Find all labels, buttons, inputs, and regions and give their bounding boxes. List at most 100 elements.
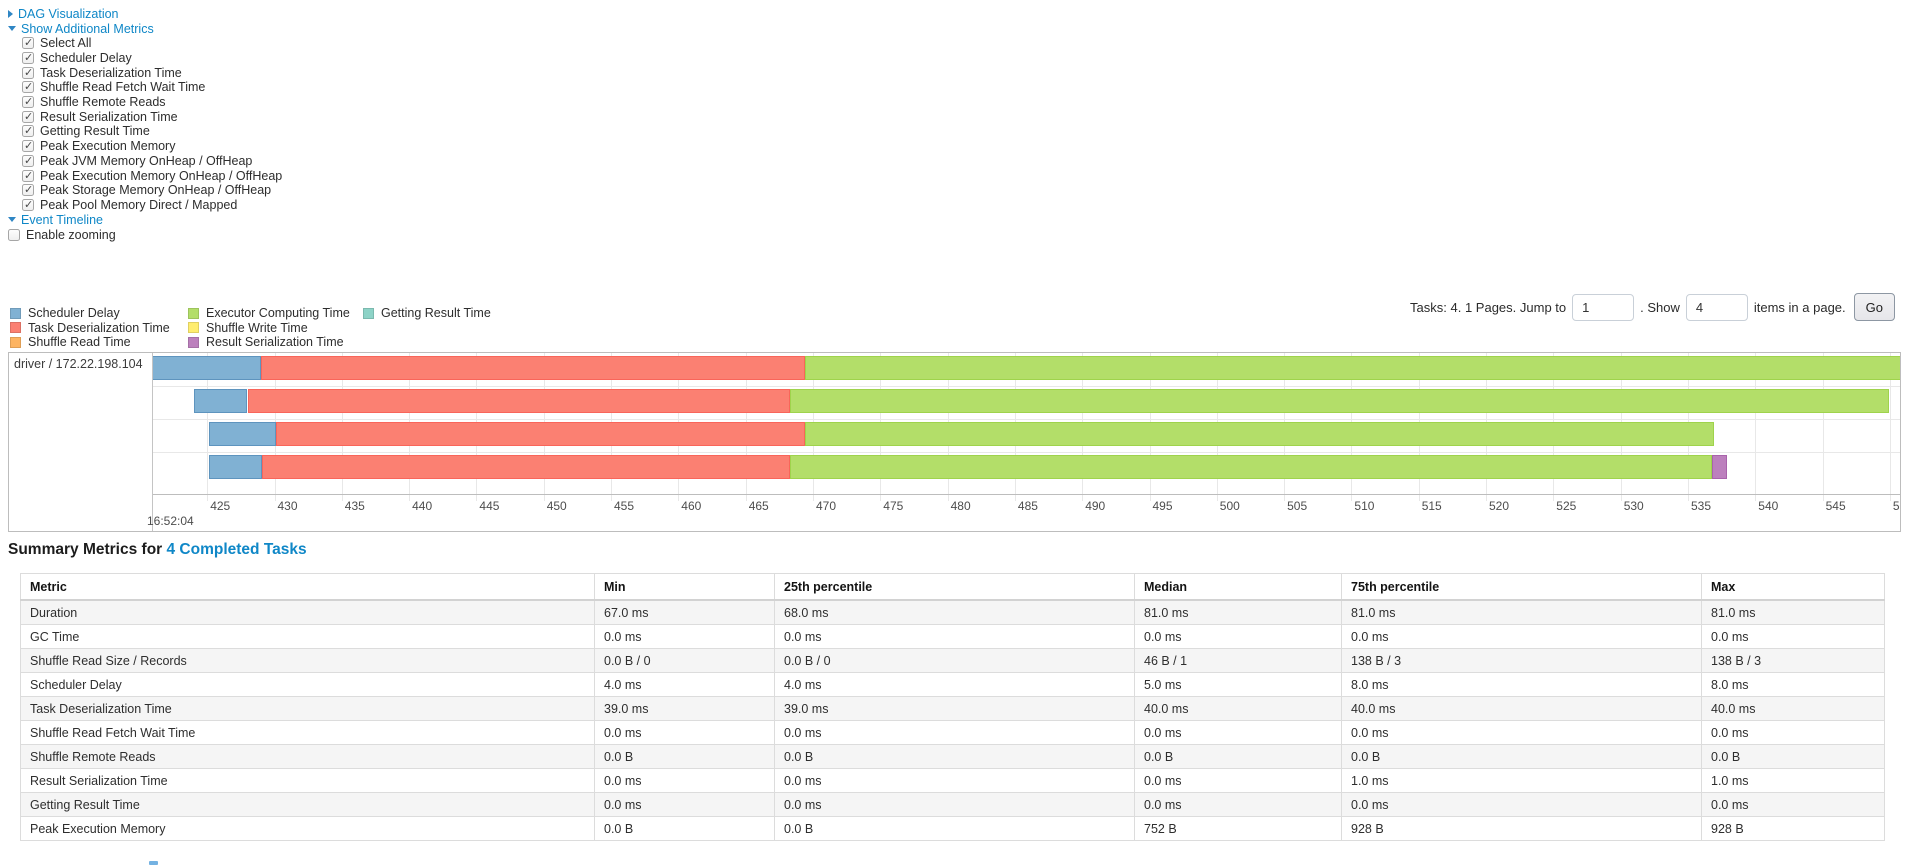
checkbox[interactable] — [22, 95, 34, 109]
checkbox[interactable] — [22, 183, 34, 197]
checkbox[interactable] — [22, 36, 34, 50]
metric-checkbox-item[interactable]: Shuffle Read Fetch Wait Time — [8, 80, 282, 95]
metric-checkbox-item[interactable]: Peak JVM Memory OnHeap / OffHeap — [8, 154, 282, 169]
timeline-gridline — [207, 353, 209, 501]
table-row: Shuffle Remote Reads 0.0 B 0.0 B 0.0 B 0.0 B… — [20, 744, 1885, 769]
timeline-segment-scheduler-delay[interactable] — [208, 455, 263, 479]
dag-visualization-toggle[interactable]: DAG Visualization — [8, 6, 282, 21]
timeline-segment-scheduler-delay[interactable] — [193, 389, 248, 413]
checkbox-label: Select All — [40, 36, 92, 51]
timeline-segment-scheduler-delay[interactable] — [152, 356, 261, 380]
axis-baseline — [152, 494, 1900, 495]
metric-value-cell: 752 B — [1134, 816, 1342, 841]
timeline-segment-executor-computing[interactable] — [790, 455, 1713, 479]
axis-tick-label: 535 — [1691, 499, 1712, 513]
metric-name-cell: Task Deserialization Time — [20, 696, 595, 721]
checkbox[interactable] — [22, 110, 34, 123]
metric-value-cell: 0.0 B — [774, 816, 1135, 841]
axis-tick-label: 440 — [412, 499, 433, 513]
checkbox[interactable] — [22, 124, 34, 138]
cutoff-next-section-link[interactable] — [149, 861, 158, 865]
axis-tick-label: 475 — [883, 499, 904, 513]
legend-swatch-icon — [10, 336, 21, 348]
pagination-mid-text: . Show — [1640, 299, 1680, 315]
legend-label: Executor Computing Time — [206, 306, 350, 321]
metric-name-cell: Shuffle Read Fetch Wait Time — [20, 720, 595, 745]
metric-checkbox-item[interactable]: Scheduler Delay — [8, 51, 282, 66]
axis-tick-label: 495 — [1152, 499, 1173, 513]
axis-tick-label: 435 — [344, 499, 365, 513]
checkbox[interactable] — [22, 80, 34, 94]
pagination-suffix-text: items in a page. — [1753, 299, 1846, 315]
metric-value-cell: 0.0 B / 0 — [594, 648, 775, 673]
metric-value-cell: 928 B — [1701, 816, 1885, 841]
legend-item: Shuffle Read Time — [10, 335, 170, 350]
metric-value-cell: 5.0 ms — [1134, 672, 1342, 697]
metric-checkbox-item[interactable]: Peak Execution Memory OnHeap / OffHeap — [8, 168, 282, 183]
metric-checkbox-item[interactable]: Task Deserialization Time — [8, 65, 282, 80]
legend-label: Shuffle Read Time — [28, 335, 131, 350]
enable-zooming-row[interactable]: Enable zooming — [8, 227, 282, 242]
metric-checkbox-item[interactable]: Peak Pool Memory Direct / Mapped — [8, 198, 282, 213]
legend-column: Getting Result Time — [363, 306, 491, 321]
timeline-gridline — [1889, 353, 1891, 501]
timeline-segment-task-deserialization[interactable] — [247, 389, 791, 413]
checkbox[interactable] — [22, 169, 34, 182]
metric-name-cell: GC Time — [20, 624, 595, 649]
metric-checkbox-item[interactable]: Peak Storage Memory OnHeap / OffHeap — [8, 183, 282, 198]
go-button[interactable]: Go — [1853, 293, 1895, 321]
timeline-segment-scheduler-delay[interactable] — [208, 422, 276, 446]
metric-value-cell: 0.0 B — [774, 744, 1135, 769]
table-row: Result Serialization Time 0.0 ms 0.0 ms 0.0… — [20, 768, 1885, 793]
metric-checkbox-item[interactable]: Getting Result Time — [8, 124, 282, 139]
completed-tasks-link[interactable]: 4 Completed Tasks — [166, 541, 307, 558]
axis-tick-label: 545 — [1825, 499, 1846, 513]
checkbox[interactable] — [22, 198, 34, 211]
timeline-segment-task-deserialization[interactable] — [261, 356, 805, 380]
timeline-segment-task-deserialization[interactable] — [262, 455, 791, 479]
show-additional-metrics-label[interactable]: Show Additional Metrics — [21, 21, 154, 36]
timeline-segment-executor-computing[interactable] — [804, 422, 1714, 446]
label-column-divider — [152, 353, 153, 531]
metric-name-cell: Scheduler Delay — [20, 672, 595, 697]
timeline-segment-task-deserialization[interactable] — [275, 422, 805, 446]
checkbox[interactable] — [22, 154, 34, 167]
metric-checkbox-item[interactable]: Peak Execution Memory — [8, 139, 282, 154]
metric-value-cell: 0.0 ms — [1134, 624, 1342, 649]
checkbox[interactable] — [22, 66, 34, 79]
dag-visualization-label[interactable]: DAG Visualization — [18, 6, 119, 21]
metric-checkbox-item[interactable]: Select All — [8, 36, 282, 51]
metric-value-cell: 0.0 ms — [1341, 624, 1702, 649]
timeline-segment-executor-computing[interactable] — [790, 389, 1889, 413]
timeline-segment-result-serialization[interactable] — [1712, 455, 1727, 479]
show-additional-metrics-toggle[interactable]: Show Additional Metrics — [8, 21, 282, 36]
checkbox-label: Getting Result Time — [40, 124, 150, 139]
axis-start-time-label: 16:52:04 — [147, 514, 194, 528]
metric-value-cell: 138 B / 3 — [1341, 648, 1702, 673]
items-per-page-input[interactable] — [1685, 293, 1748, 321]
metric-value-cell: 0.0 ms — [594, 792, 775, 817]
column-header: 25th percentile — [774, 573, 1135, 601]
metric-name-cell: Duration — [20, 599, 595, 625]
checkbox[interactable] — [22, 51, 34, 65]
enable-zooming-checkbox[interactable] — [8, 228, 20, 241]
metric-value-cell: 81.0 ms — [1134, 599, 1342, 625]
metric-value-cell: 0.0 ms — [594, 720, 775, 745]
task-pagination: Tasks: 4. 1 Pages. Jump to . Show items … — [1410, 293, 1895, 321]
event-timeline-label[interactable]: Event Timeline — [21, 212, 103, 227]
event-timeline-toggle[interactable]: Event Timeline — [8, 212, 282, 227]
timeline-segment-executor-computing[interactable] — [804, 356, 1900, 380]
checkbox-label: Peak Storage Memory OnHeap / OffHeap — [40, 183, 272, 198]
metric-value-cell: 0.0 B — [594, 816, 775, 841]
metric-checkbox-item[interactable]: Shuffle Remote Reads — [8, 95, 282, 110]
axis-tick-label: 515 — [1421, 499, 1442, 513]
axis-tick-label: 510 — [1354, 499, 1375, 513]
jump-to-page-input[interactable] — [1572, 293, 1635, 321]
metric-checkbox-item[interactable]: Result Serialization Time — [8, 109, 282, 124]
checkbox[interactable] — [22, 139, 34, 153]
metric-value-cell: 1.0 ms — [1341, 768, 1702, 793]
axis-tick-label: 455 — [614, 499, 635, 513]
timeline-gridline — [1822, 353, 1824, 501]
metric-value-cell: 40.0 ms — [1134, 696, 1342, 721]
